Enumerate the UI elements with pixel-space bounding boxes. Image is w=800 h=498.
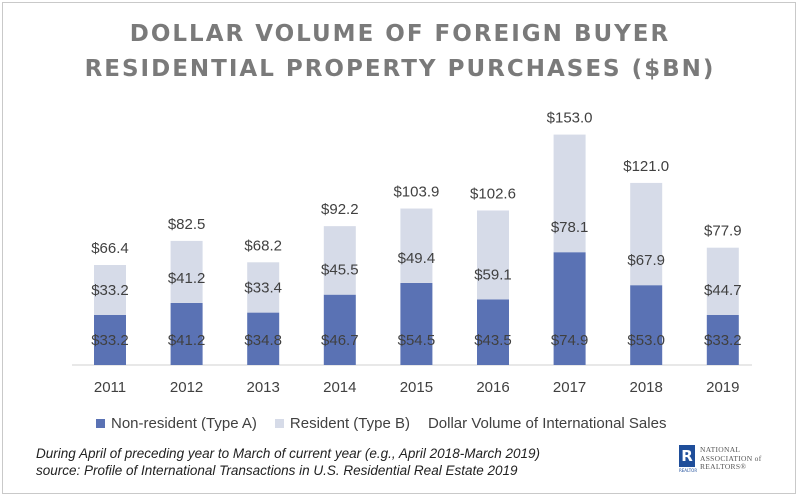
bar-nonresident-2014 [323,294,356,365]
label-total-2016: $102.6 [470,185,516,202]
x-tick-2016: 2016 [476,379,509,396]
legend-swatch-resident [274,418,284,428]
bar-resident-2017 [553,134,586,253]
x-tick-2014: 2014 [323,379,356,396]
label-nonresident-2014: $46.7 [321,332,359,349]
legend: Non-resident (Type A) Resident (Type B) … [96,413,684,433]
label-resident-2014: $45.5 [321,262,359,279]
label-nonresident-2018: $53.0 [627,332,665,349]
x-tick-2019: 2019 [706,379,739,396]
bar-nonresident-2016 [477,299,509,365]
label-resident-2015: $49.4 [398,250,436,267]
label-resident-2013: $33.4 [244,280,282,297]
realtor-logo-icon: R [679,445,695,467]
x-tick-2011: 2011 [94,379,126,396]
realtor-logo-sub: REALTOR [679,468,698,473]
footnote-period: During April of preceding year to March … [36,446,540,461]
bar-resident-2016 [477,210,509,300]
bar-resident-2011 [94,265,126,316]
label-nonresident-2015: $54.5 [398,332,436,349]
nar-logo-text: NATIONAL ASSOCIATION of REALTORS® [700,445,786,472]
legend-label-total: Dollar Volume of International Sales [427,414,667,432]
bar-nonresident-2015 [400,282,433,365]
label-total-2012: $82.5 [168,216,206,233]
legend-item-nonresident: Non-resident (Type A) [96,415,257,432]
bar-resident-2019 [706,247,739,316]
bar-resident-2018 [630,182,663,286]
x-tick-2013: 2013 [247,379,280,396]
x-tick-2017: 2017 [553,379,586,396]
bar-resident-2012 [170,240,203,303]
nar-logo-line3: REALTORS® [700,462,747,471]
legend-label-nonresident: Non-resident (Type A) [111,414,257,432]
legend-item-resident: Resident (Type B) [274,414,410,432]
label-nonresident-2019: $33.2 [704,332,742,349]
bar-resident-2013 [247,262,280,313]
label-total-2019: $77.9 [704,223,742,240]
label-resident-2012: $41.2 [168,270,206,287]
bar-nonresident-2017 [553,252,586,365]
nar-logo: R REALTOR NATIONAL ASSOCIATION of REALTO… [679,443,789,479]
bar-resident-2014 [323,226,356,295]
x-tick-2018: 2018 [630,379,663,396]
x-tick-2012: 2012 [170,379,203,396]
bar-resident-2015 [400,208,433,283]
label-resident-2017: $78.1 [551,219,589,236]
label-nonresident-2013: $34.8 [244,332,282,349]
bar-nonresident-2019 [706,315,739,365]
label-total-2015: $103.9 [393,184,439,201]
x-tick-2015: 2015 [400,379,433,396]
bar-nonresident-2013 [247,312,280,365]
label-resident-2011: $33.2 [91,282,129,299]
legend-swatch-nonresident [96,418,105,428]
label-resident-2019: $44.7 [704,282,742,299]
nar-logo-line1: NATIONAL [700,445,741,454]
label-nonresident-2016: $43.5 [474,332,512,349]
label-nonresident-2011: $33.2 [91,332,129,349]
label-nonresident-2017: $74.9 [551,332,589,349]
bar-nonresident-2011 [94,315,126,365]
legend-label-resident: Resident (Type B) [289,414,410,432]
label-total-2014: $92.2 [321,201,359,218]
label-resident-2018: $67.9 [627,252,665,269]
chart-title-line2: RESIDENTIAL PROPERTY PURCHASES ($BN) [84,56,716,82]
label-total-2011: $66.4 [91,240,129,257]
label-nonresident-2012: $41.2 [168,332,206,349]
label-total-2017: $153.0 [547,110,593,127]
nar-logo-line2: ASSOCIATION of [700,453,762,463]
label-total-2013: $68.2 [244,237,282,254]
label-total-2018: $121.0 [623,158,669,175]
legend-item-total: Dollar Volume of International Sales [428,415,666,432]
bar-nonresident-2012 [170,302,203,365]
label-resident-2016: $59.1 [474,266,512,283]
chart-title-line1: DOLLAR VOLUME OF FOREIGN BUYER [129,21,671,47]
footnote-source: source: Profile of International Transac… [36,463,518,478]
bar-nonresident-2018 [630,285,663,365]
